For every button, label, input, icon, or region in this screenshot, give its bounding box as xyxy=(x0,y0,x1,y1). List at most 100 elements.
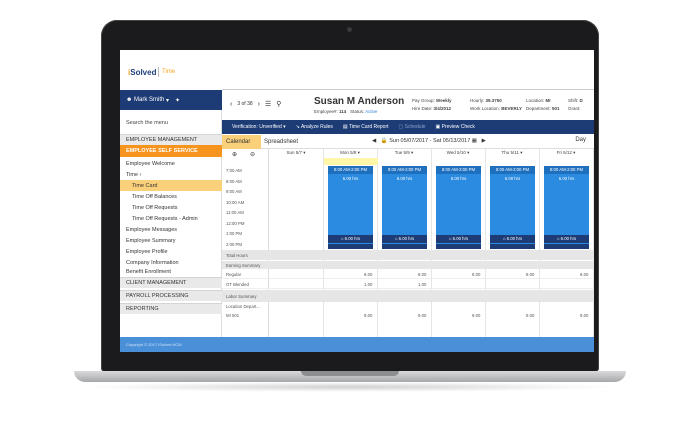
employee-subline: Employee#: 114 Status: Active xyxy=(314,109,378,114)
pin-icon[interactable]: ✦ xyxy=(175,97,181,104)
summary-value: 9.00 xyxy=(472,313,481,318)
menu-search-input[interactable]: Search the menu xyxy=(126,120,168,126)
shift-time-label: 8:00 AM-2:00 PM xyxy=(544,166,589,174)
labor-columns-row: Location Depart... xyxy=(226,303,260,309)
summary-value: 8.00 xyxy=(526,272,535,277)
day-view-button[interactable]: Day xyxy=(575,137,586,143)
prev-icon[interactable]: ‹ xyxy=(230,100,233,108)
nav-employee-welcome[interactable]: Employee Welcome xyxy=(126,160,175,167)
day-column-header[interactable]: Mon 5/8 ▾ xyxy=(340,150,360,155)
shift-time-label: 8:00 AM-2:00 PM xyxy=(490,166,535,174)
shift-block[interactable]: 8:00 AM-2:00 PM 6.00 hrs ⌂ 6.00 hrs xyxy=(436,166,481,249)
top-header xyxy=(222,50,594,90)
preview-check-button[interactable]: ▣ Preview Check xyxy=(435,124,475,130)
shift-footer-bar xyxy=(544,244,589,249)
meal-break-label: ⌂ 6.00 hrs xyxy=(382,235,427,243)
shift-hours-label: 6.00 hrs xyxy=(450,176,467,181)
analyze-rules-button[interactable]: ↘ Analyze Rules xyxy=(295,124,333,130)
shift-hours-label: 6.00 hrs xyxy=(342,176,359,181)
user-menu[interactable]: ☻ Mark Smith ▾ ✦ xyxy=(120,90,222,110)
column-divider xyxy=(323,149,324,337)
shift-block[interactable]: 8:00 AM-2:00 PM 6.00 hrs ⌂ 6.00 hrs xyxy=(328,166,373,249)
nav-employee-self-service[interactable]: EMPLOYEE SELF SERVICE xyxy=(120,145,222,157)
meal-break-label: ⌂ 6.00 hrs xyxy=(544,235,589,243)
day-column-header[interactable]: Fri 5/12 ▾ xyxy=(556,150,576,155)
shift-hours-label: 6.00 hrs xyxy=(558,176,575,181)
nav-payroll-processing[interactable]: PAYROLL PROCESSING xyxy=(120,290,222,301)
sidebar: Search the menu EMPLOYEE MANAGEMENT EMPL… xyxy=(120,110,222,337)
nav-client-management[interactable]: CLIENT MANAGEMENT xyxy=(120,277,222,288)
employee-meta-4: Shift: D Grant: xyxy=(568,98,583,111)
day-column-header[interactable]: Tue 5/9 ▾ xyxy=(394,150,414,155)
lock-icon: 🔒 xyxy=(380,138,388,144)
schedule-button[interactable]: ▢ Schedule xyxy=(398,124,426,130)
logo-subtitle: Time xyxy=(162,69,176,75)
ot-blended-row: OT Blended xyxy=(222,280,594,289)
nav-employee-summary[interactable]: Employee Summary xyxy=(126,237,176,244)
laptop-base xyxy=(74,371,626,382)
shift-block[interactable]: 8:00 AM-2:00 PM 6.00 hrs ⌂ 6.00 hrs xyxy=(382,166,427,249)
summary-value: 9.00 xyxy=(418,313,427,318)
summary-value: 8.00 xyxy=(364,272,373,277)
shift-time-label: 8:00 AM-2:00 PM xyxy=(382,166,427,174)
tab-spreadsheet[interactable]: Spreadsheet xyxy=(264,139,299,145)
shift-time-label: 8:00 AM-2:00 PM xyxy=(328,166,373,174)
day-column-header[interactable]: Thu 5/11 ▾ xyxy=(501,150,523,155)
user-icon: ☻ xyxy=(126,97,134,103)
meal-break-label: ⌂ 6.00 hrs xyxy=(436,235,481,243)
nav-time-card[interactable]: Time Card xyxy=(120,180,222,191)
day-column-header[interactable]: Sun 5/7 ▾ xyxy=(286,150,306,155)
day-column-header[interactable]: Wed 5/10 ▾ xyxy=(446,150,470,155)
calendar-icon[interactable]: ▦ xyxy=(471,138,477,144)
nav-employee-management[interactable]: EMPLOYEE MANAGEMENT xyxy=(120,134,222,145)
zoom-in-icon[interactable]: ⊕ xyxy=(232,152,238,158)
date-range-picker[interactable]: ◀ 🔒 Sun 05/07/2017 - Sat 05/13/2017 ▦ ▶ xyxy=(372,138,486,144)
next-icon[interactable]: › xyxy=(257,100,260,108)
app-logo[interactable]: iSolved xyxy=(128,68,157,77)
time-slot-label: 7:00 AM xyxy=(226,168,242,173)
shift-block[interactable]: 8:00 AM-2:00 PM 6.00 hrs ⌂ 6.00 hrs xyxy=(490,166,535,249)
nav-time-off-requests-admin[interactable]: Time Off Requests - Admin xyxy=(132,215,198,222)
nav-time-off-requests[interactable]: Time Off Requests xyxy=(132,204,178,211)
pager: ‹ 3 of 38 › ☰ ⚲ xyxy=(230,100,282,109)
shift-block[interactable]: 8:00 AM-2:00 PM 6.00 hrs ⌂ 6.00 hrs xyxy=(544,166,589,249)
nav-company-information[interactable]: Company Information xyxy=(126,259,179,266)
summary-value: 8.00 xyxy=(418,272,427,277)
column-divider xyxy=(539,149,540,337)
camera-icon xyxy=(347,27,352,32)
column-divider xyxy=(593,149,594,337)
summary-value: 8.00 xyxy=(472,272,481,277)
tab-calendar[interactable]: Calendar xyxy=(222,135,261,149)
summary-value: 8.00 xyxy=(580,272,589,277)
employee-meta-3: Location: MI Department: 501 xyxy=(526,98,560,111)
view-bar: Calendar Spreadsheet ◀ 🔒 Sun 05/07/2017 … xyxy=(222,134,594,149)
pager-text: 3 of 38 xyxy=(237,101,253,107)
laptop-shadow xyxy=(80,382,620,392)
time-slot-label: 8:00 AM xyxy=(226,178,242,184)
nav-benefit-enrollment[interactable]: Benefit Enrollment xyxy=(126,269,171,275)
nav-employee-profile[interactable]: Employee Profile xyxy=(126,248,168,255)
next-week-icon[interactable]: ▶ xyxy=(481,138,486,144)
summary-value: 9.00 xyxy=(526,313,535,318)
prev-week-icon[interactable]: ◀ xyxy=(372,138,377,144)
time-slot-label: 10:00 AM xyxy=(226,199,245,205)
nav-employee-messages[interactable]: Employee Messages xyxy=(126,226,178,233)
search-icon[interactable]: ⚲ xyxy=(276,101,282,108)
summary-value: 9.00 xyxy=(364,313,373,318)
time-card-report-button[interactable]: ▤ Time Card Report xyxy=(342,124,389,130)
app-screen: iSolved Time ☻ Mark Smith ▾ ✦ ‹ 3 of 38 … xyxy=(120,50,594,352)
employee-name: Susan M Anderson xyxy=(314,96,405,107)
zoom-out-icon[interactable]: ⊖ xyxy=(250,152,256,158)
nav-time-off-balances[interactable]: Time Off Balances xyxy=(132,193,177,200)
chevron-down-icon: ▾ xyxy=(166,97,170,104)
labor-summary-row: Labor Summary xyxy=(222,290,594,302)
shift-footer-bar xyxy=(382,244,427,249)
list-icon[interactable]: ☰ xyxy=(264,101,272,108)
nav-time[interactable]: Time ‹ xyxy=(126,171,142,178)
summary-value: 1.00 xyxy=(364,282,373,287)
time-slot-label: 11:00 AM xyxy=(226,210,244,215)
laptop-notch xyxy=(301,371,399,376)
nav-reporting[interactable]: REPORTING xyxy=(120,303,222,314)
verification-dropdown[interactable]: Verification: Unverified ▾ xyxy=(232,124,286,130)
